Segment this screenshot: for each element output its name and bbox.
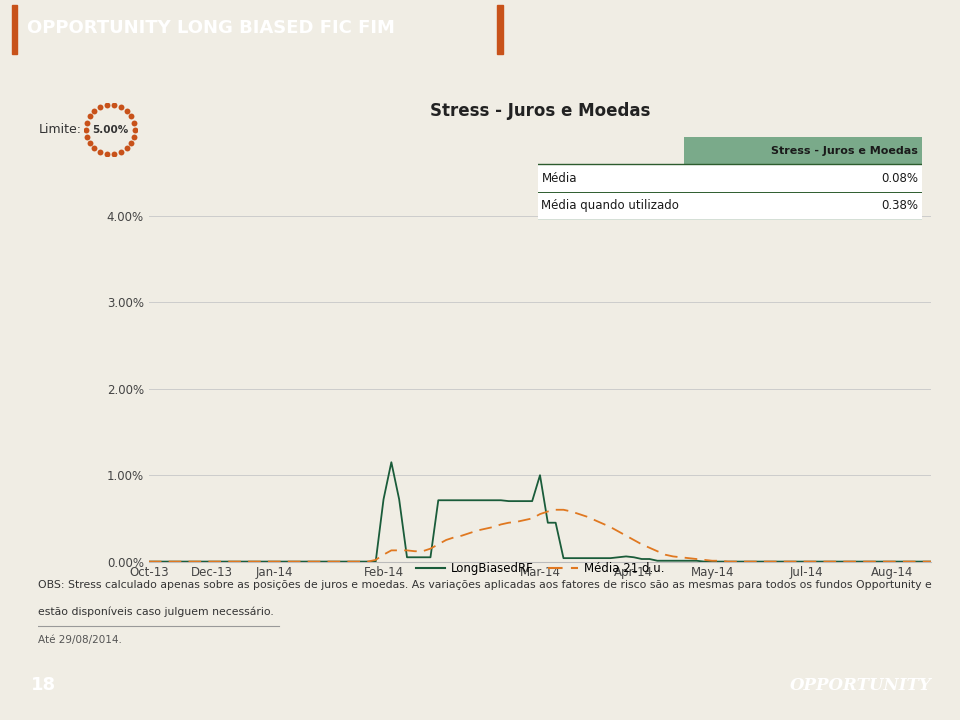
Point (79, 117, 94, 128)
Point (113, 146, 129, 158)
Point (99, 99, 114, 111)
Point (99, 148, 114, 160)
Point (82, 138, 97, 149)
Text: estão disponíveis caso julguem necessário.: estão disponíveis caso julguem necessári… (38, 607, 275, 617)
Point (78, 124, 93, 135)
Text: Limite:: Limite: (38, 123, 82, 136)
Point (119, 105, 134, 117)
Point (107, 148, 122, 160)
Point (92, 146, 108, 158)
Text: 5.00%: 5.00% (92, 125, 129, 135)
Point (124, 138, 139, 149)
Point (127, 117, 142, 128)
Bar (684, 137, 922, 164)
Text: 0.08%: 0.08% (880, 171, 918, 185)
Point (124, 110, 139, 122)
Text: 0.38%: 0.38% (880, 199, 918, 212)
Text: Até 29/08/2014.: Até 29/08/2014. (38, 635, 122, 644)
Point (86, 143, 102, 154)
Point (107, 99, 122, 111)
Point (127, 131, 142, 143)
Text: Stress - Juros e Moedas: Stress - Juros e Moedas (771, 145, 918, 156)
Text: Média quando utilizado: Média quando utilizado (541, 199, 680, 212)
Title: Stress - Juros e Moedas: Stress - Juros e Moedas (430, 102, 650, 120)
Text: OPPORTUNITY LONG BIASED FIC FIM: OPPORTUNITY LONG BIASED FIC FIM (27, 19, 395, 37)
Point (86, 105, 102, 117)
Point (113, 102, 129, 113)
Text: Média: Média (541, 171, 577, 185)
Point (92, 102, 108, 113)
Point (128, 124, 143, 135)
Legend: LongBiasedRF, Média 21 d.u.: LongBiasedRF, Média 21 d.u. (411, 557, 669, 580)
Bar (538, 192, 922, 220)
Bar (497, 5, 503, 54)
Point (82, 110, 97, 122)
Text: OPPORTUNITY: OPPORTUNITY (789, 677, 931, 694)
Bar (538, 164, 922, 192)
Text: OBS: Stress calculado apenas sobre as posições de juros e moedas. As variações a: OBS: Stress calculado apenas sobre as po… (38, 580, 932, 590)
Point (119, 143, 134, 154)
Bar (12, 5, 17, 54)
Point (79, 131, 94, 143)
Text: 18: 18 (31, 677, 56, 694)
